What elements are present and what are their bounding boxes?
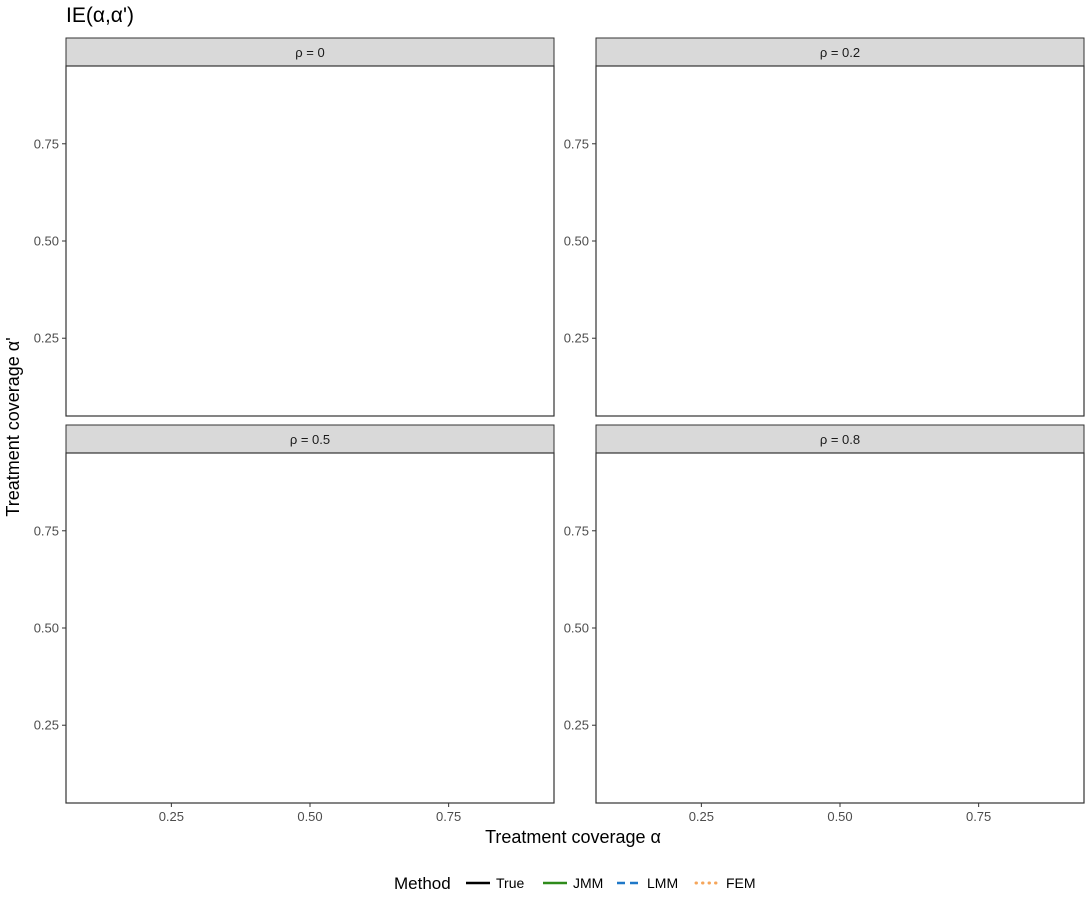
legend-label-lmm: LMM [647,875,678,891]
y-tick-label: 0.75 [564,523,589,538]
y-tick-label: 0.75 [34,523,59,538]
legend-label-fem: FEM [726,875,756,891]
legend-title: Method [394,874,451,893]
y-axis-title: Treatment coverage α' [3,337,23,516]
panel-border [595,65,1085,417]
y-tick-label: 0.75 [564,136,589,151]
y-tick-label: 0.25 [34,718,59,733]
legend-label-jmm: JMM [573,875,603,891]
facet-panel: ρ = 0.2 0.25 0.50 0.75 [564,37,1085,417]
x-tick-label: 0.75 [436,809,461,824]
plot-title: IE(α,α') [66,4,134,27]
facet-strip-label: ρ = 0 [295,45,324,60]
x-tick-label: 0.25 [689,809,714,824]
y-tick-label: 0.25 [564,331,589,346]
panel-border [595,452,1085,804]
y-tick-label: 0.25 [34,331,59,346]
y-tick-label: 0.50 [34,234,59,249]
legend-label-true: True [496,875,524,891]
panel-border [65,452,555,804]
x-tick-label: 0.75 [966,809,991,824]
legend: Method True JMM LMM FEM [394,874,756,893]
y-tick-label: 0.50 [564,621,589,636]
facet-strip-label: ρ = 0.8 [820,432,860,447]
y-tick-label: 0.25 [564,718,589,733]
panel-border [65,65,555,417]
y-tick-label: 0.50 [564,234,589,249]
facet-strip [65,37,555,67]
facet-strip-label: ρ = 0.5 [290,432,330,447]
x-tick-label: 0.50 [827,809,852,824]
y-tick-label: 0.75 [34,136,59,151]
facets-group: ρ = 00.250.500.75ρ = 0.20.250.500.75ρ = … [34,37,1085,824]
x-tick-label: 0.50 [297,809,322,824]
x-tick-label: 0.25 [159,809,184,824]
facet-panel: ρ = 0.5 0.25 0.50 0.75 0.25 0.50 0.75 [34,424,555,824]
facet-panel: ρ = 0 0.25 0.50 0.75 [34,37,555,417]
facet-strip [65,424,555,454]
x-axis-title: Treatment coverage α [485,827,661,847]
facet-strip-label: ρ = 0.2 [820,45,860,60]
y-tick-label: 0.50 [34,621,59,636]
facet-panel: ρ = 0.8 0.25 0.50 0.75 0.25 0.50 0.75 [564,424,1085,824]
